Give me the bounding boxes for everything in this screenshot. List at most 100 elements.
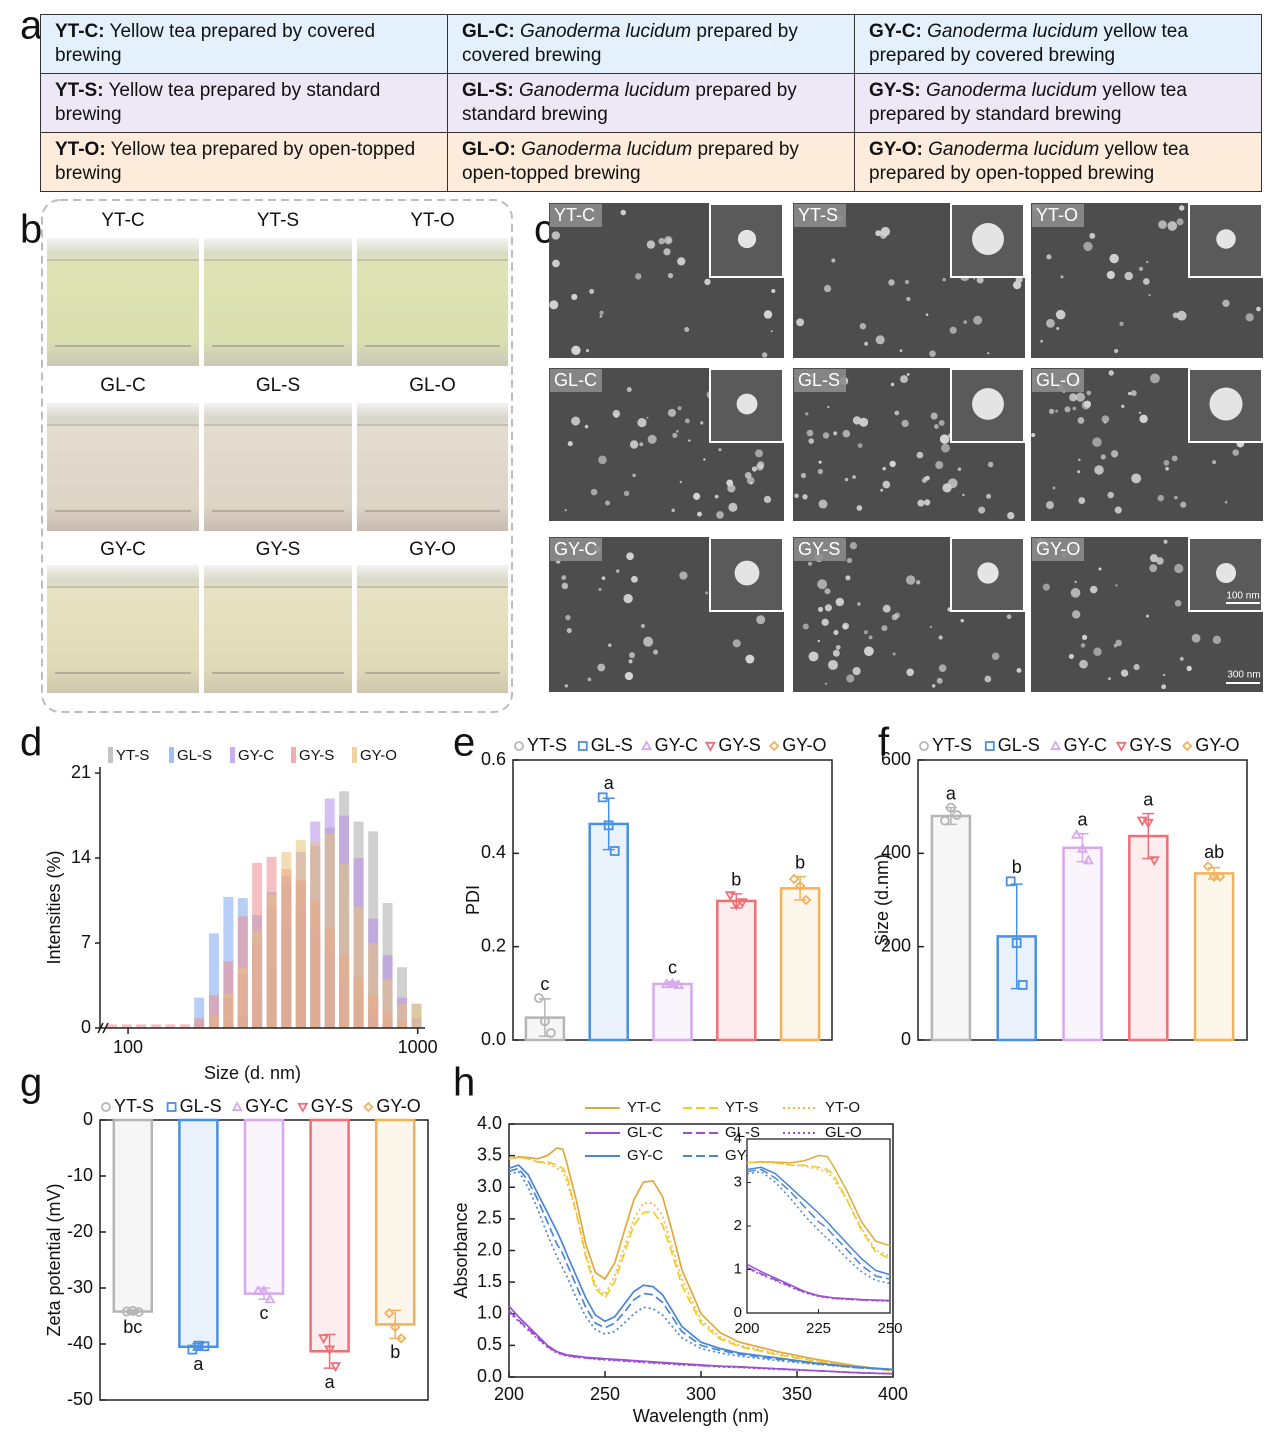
bar: [178, 1118, 219, 1349]
particle: [859, 323, 867, 330]
bar: [295, 839, 306, 1028]
legend-label: GY-C: [655, 735, 698, 755]
particle: [1163, 673, 1166, 677]
particle: [960, 618, 964, 623]
particle: [807, 561, 813, 566]
data-point: [946, 802, 956, 813]
particle: [1045, 501, 1054, 510]
main-scale: 300 nm: [1227, 670, 1260, 681]
particle: [1146, 261, 1149, 264]
legend-label: GL-S: [591, 735, 633, 755]
bar: [779, 887, 821, 1042]
particle: [684, 326, 690, 333]
legend-label: GY-O: [1195, 735, 1239, 755]
legend-marker: [1050, 740, 1062, 751]
data-point: [324, 1345, 336, 1356]
cell-text: Yellow tea prepared by covered brewing: [55, 21, 376, 66]
particle: [888, 279, 895, 286]
legend-swatch: [230, 747, 235, 763]
bar: [588, 822, 629, 1042]
inset-y-tick-label: 2: [734, 1217, 742, 1234]
legend-table: YT-C: Yellow tea prepared by covered bre…: [40, 14, 1262, 192]
data-point: [395, 1333, 407, 1344]
particle: [770, 330, 773, 333]
particle: [745, 654, 755, 664]
particle: [931, 684, 936, 688]
sem-tag: [1032, 369, 1084, 392]
particle: [679, 480, 683, 484]
y-axis-label: PDI: [463, 885, 483, 915]
data-point: [1142, 818, 1154, 829]
particle: [640, 623, 645, 628]
particle: [688, 439, 691, 442]
particle: [1100, 454, 1106, 460]
particle: [1174, 599, 1182, 607]
legend-marker: [363, 1101, 374, 1113]
particle: [938, 664, 947, 672]
cell-text: yellow tea prepared by standard brewing: [869, 80, 1187, 125]
particle: [1052, 486, 1056, 490]
table-cell: GL-O: Ganoderma lucidum prepared by open…: [447, 132, 855, 192]
x-tick-label: 200: [494, 1384, 524, 1404]
data-point: [952, 810, 962, 820]
particle: [601, 576, 606, 580]
particle: [1094, 465, 1104, 475]
particle: [925, 313, 929, 316]
particle: [1119, 321, 1124, 326]
photo-label: YT-O: [410, 210, 454, 231]
particle: [1174, 563, 1184, 574]
particle: [1098, 567, 1102, 571]
particle: [821, 618, 829, 626]
particle: [1108, 370, 1114, 376]
particle: [597, 663, 606, 672]
particle: [800, 472, 807, 479]
particle: [842, 429, 851, 438]
inset-lines: [747, 1154, 890, 1303]
particle: [704, 278, 711, 286]
particle: [732, 639, 741, 648]
legend-label: YT-S: [116, 747, 149, 764]
data-point: [1011, 938, 1022, 948]
particle: [552, 259, 560, 268]
inset-x-tick-label: 250: [877, 1320, 902, 1337]
sem-tag: [550, 369, 602, 392]
particle: [934, 424, 939, 429]
particle: [643, 636, 654, 647]
particle: [1089, 232, 1096, 239]
particle: [637, 417, 647, 428]
particle: [663, 248, 671, 256]
particle: [757, 460, 765, 469]
particle: [671, 508, 676, 513]
legend-swatch: [108, 747, 113, 763]
legend-marker: [101, 1102, 111, 1112]
particle: [587, 677, 592, 682]
particle: [941, 443, 950, 453]
particle: [1127, 391, 1132, 396]
bar: [1062, 846, 1103, 1042]
photo-label: GL-C: [100, 375, 145, 396]
particle: [1172, 312, 1179, 319]
y-axis-label: Size (d.nm): [872, 854, 892, 946]
particle: [818, 460, 822, 464]
particle: [880, 488, 884, 492]
spectrum-line: [508, 1156, 894, 1372]
legend-marker: [231, 1101, 243, 1112]
inset-particle: [977, 562, 999, 584]
particle: [1081, 634, 1088, 640]
particle: [986, 493, 992, 499]
particle: [1109, 253, 1119, 264]
particle: [1068, 653, 1074, 660]
particle: [639, 442, 644, 447]
bar: [411, 1003, 422, 1028]
bar: [223, 994, 234, 1028]
particle: [1055, 409, 1059, 413]
particle: [852, 416, 862, 425]
cell-code: GY-O:: [869, 139, 923, 160]
significance-letter: a: [325, 1372, 336, 1392]
particle: [679, 571, 688, 580]
particle: [1080, 643, 1086, 648]
particle: [1064, 406, 1071, 413]
y-tick-label: 0.6: [481, 749, 506, 769]
cell-code: GL-C:: [462, 21, 515, 42]
particle: [1107, 677, 1112, 681]
